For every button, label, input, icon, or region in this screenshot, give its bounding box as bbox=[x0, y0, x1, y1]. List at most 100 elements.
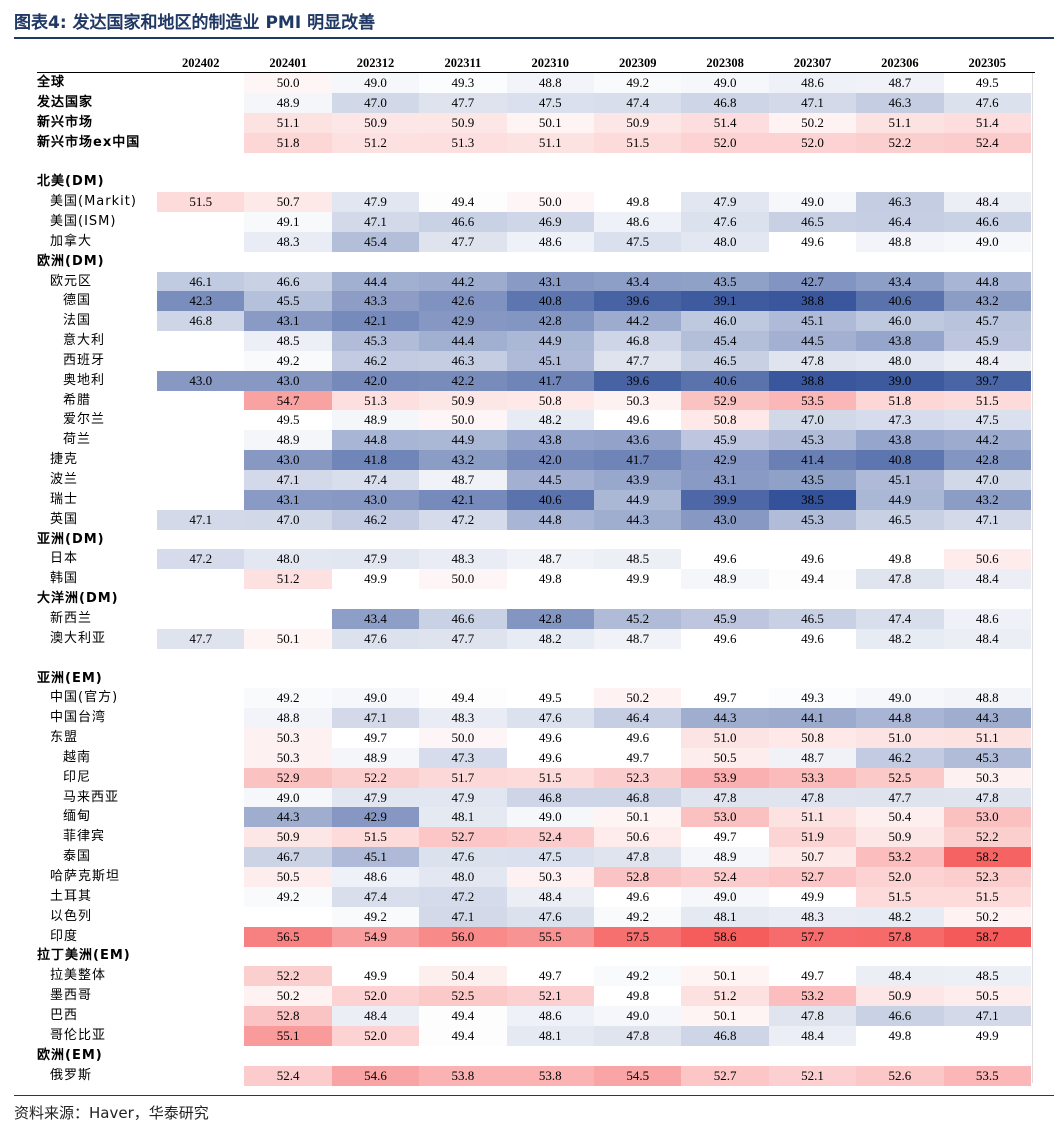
row-label: 发达国家 bbox=[37, 94, 94, 110]
heatmap-cell: 49.9 bbox=[594, 569, 682, 590]
heatmap-cell: 44.9 bbox=[856, 489, 944, 510]
heatmap-cell: 48.1 bbox=[419, 807, 507, 828]
heatmap-cell: 49.6 bbox=[594, 410, 682, 431]
heatmap-cell: 48.3 bbox=[419, 708, 507, 729]
bottom-rule bbox=[14, 1095, 1054, 1096]
heatmap-cell: 50.8 bbox=[506, 390, 594, 411]
heatmap-cell: 43.6 bbox=[594, 430, 682, 451]
heatmap-cell: 49.8 bbox=[594, 986, 682, 1007]
heatmap-cell: 43.3 bbox=[331, 291, 420, 312]
heatmap-cell: 45.3 bbox=[943, 747, 1031, 768]
heatmap-cell: 49.0 bbox=[594, 1005, 682, 1026]
row-label: 新兴市场 bbox=[37, 114, 94, 130]
heatmap-cell: 49.6 bbox=[594, 886, 682, 907]
heatmap-cell: 43.4 bbox=[331, 608, 420, 629]
heatmap-cell: 48.4 bbox=[768, 1025, 857, 1046]
heatmap-cell: 49.0 bbox=[331, 73, 420, 93]
heatmap-cell: 50.3 bbox=[943, 767, 1031, 788]
heatmap-cell: 41.7 bbox=[506, 370, 594, 391]
heatmap-cell: 48.2 bbox=[856, 906, 944, 927]
heatmap-cell: 43.2 bbox=[943, 489, 1031, 510]
heatmap-cell: 43.0 bbox=[681, 509, 769, 530]
heatmap-cell: 44.5 bbox=[506, 470, 594, 490]
figure-title: 图表4: 发达国家和地区的制造业 PMI 明显改善 bbox=[14, 13, 376, 33]
heatmap-cell: 51.2 bbox=[331, 132, 420, 153]
heatmap-cell: 42.9 bbox=[331, 807, 420, 828]
column-header: 202401 bbox=[269, 56, 307, 70]
row-label: 亚洲(DM) bbox=[37, 531, 105, 547]
heatmap-cell: 56.0 bbox=[419, 926, 507, 947]
heatmap-cell: 52.2 bbox=[244, 966, 332, 987]
heatmap-cell: 47.4 bbox=[594, 92, 682, 113]
heatmap-cell: 42.8 bbox=[506, 311, 594, 332]
heatmap-cell: 49.6 bbox=[506, 728, 594, 749]
heatmap-cell: 50.1 bbox=[506, 112, 594, 133]
heatmap-cell: 48.4 bbox=[943, 628, 1031, 649]
heatmap-cell: 48.5 bbox=[244, 331, 332, 352]
heatmap-cell: 46.3 bbox=[856, 92, 944, 113]
heatmap-cell: 49.3 bbox=[768, 688, 857, 709]
heatmap-cell: 51.5 bbox=[943, 886, 1031, 907]
row-label: 缅甸 bbox=[63, 809, 92, 825]
heatmap-cell: 41.7 bbox=[594, 450, 682, 471]
heatmap-cell: 53.9 bbox=[681, 767, 769, 788]
heatmap-cell: 44.4 bbox=[331, 271, 420, 292]
heatmap-cell: 58.7 bbox=[943, 926, 1031, 947]
heatmap-cell: 48.8 bbox=[856, 231, 944, 252]
heatmap-cell: 49.0 bbox=[768, 192, 857, 213]
heatmap-cell: 52.9 bbox=[681, 390, 769, 411]
heatmap-cell: 46.2 bbox=[331, 509, 420, 530]
heatmap-cell: 44.3 bbox=[244, 807, 332, 828]
heatmap-cell: 49.8 bbox=[856, 1025, 944, 1046]
heatmap-cell: 47.2 bbox=[157, 549, 245, 570]
heatmap-cell: 46.5 bbox=[856, 509, 944, 530]
heatmap-cell: 49.6 bbox=[506, 747, 594, 768]
heatmap-cell: 38.8 bbox=[768, 291, 857, 312]
heatmap-cell: 48.7 bbox=[594, 628, 682, 649]
row-label: 哈萨克斯坦 bbox=[50, 869, 121, 884]
heatmap-cell: 47.0 bbox=[943, 470, 1031, 490]
heatmap-cell: 47.3 bbox=[856, 410, 944, 431]
heatmap-cell: 50.9 bbox=[856, 986, 944, 1007]
heatmap-cell: 51.1 bbox=[244, 112, 332, 133]
heatmap-cell: 48.7 bbox=[856, 73, 944, 93]
column-header: 202307 bbox=[793, 56, 832, 70]
row-label: 意大利 bbox=[63, 333, 106, 349]
heatmap-cell: 48.6 bbox=[506, 231, 594, 252]
heatmap-cell: 47.9 bbox=[331, 192, 420, 213]
row-label: 日本 bbox=[50, 551, 79, 567]
heatmap-cell: 53.8 bbox=[419, 1065, 507, 1086]
heatmap-cell: 50.4 bbox=[419, 966, 507, 987]
heatmap-cell: 40.6 bbox=[506, 489, 594, 510]
heatmap-cell: 47.2 bbox=[419, 509, 507, 530]
heatmap-cell: 46.5 bbox=[768, 608, 857, 629]
row-label: 荷兰 bbox=[63, 432, 92, 448]
heatmap-cell: 47.5 bbox=[594, 231, 682, 252]
heatmap-cell: 50.5 bbox=[244, 867, 332, 887]
heatmap-cell: 44.5 bbox=[768, 331, 857, 352]
row-label: 泰国 bbox=[63, 849, 92, 865]
heatmap-cell: 47.7 bbox=[419, 92, 507, 113]
row-label: 韩国 bbox=[50, 571, 79, 587]
title-rule bbox=[14, 37, 1054, 39]
heatmap-cell: 52.0 bbox=[681, 132, 769, 153]
heatmap-cell: 48.7 bbox=[419, 470, 507, 490]
row-label: 墨西哥 bbox=[50, 988, 93, 1004]
row-label: 爱尔兰 bbox=[63, 412, 106, 428]
heatmap-cell: 49.0 bbox=[331, 688, 420, 709]
heatmap-cell: 50.8 bbox=[768, 728, 857, 749]
heatmap-cell: 48.5 bbox=[943, 966, 1031, 987]
heatmap-cell: 49.0 bbox=[244, 787, 332, 808]
heatmap-cell: 40.6 bbox=[681, 370, 769, 391]
heatmap-cell: 53.3 bbox=[768, 767, 857, 788]
heatmap-cell: 52.9 bbox=[244, 767, 332, 788]
heatmap-cell: 48.0 bbox=[419, 867, 507, 887]
heatmap-cell: 51.5 bbox=[856, 886, 944, 907]
heatmap-cell: 51.2 bbox=[681, 986, 769, 1007]
heatmap-cell: 52.4 bbox=[943, 132, 1031, 153]
heatmap-cell: 52.2 bbox=[331, 767, 420, 788]
heatmap-cell: 48.4 bbox=[331, 1005, 420, 1026]
row-label: 美国(Markit) bbox=[50, 194, 137, 210]
heatmap-cell: 48.9 bbox=[331, 410, 420, 431]
heatmap-cell: 46.6 bbox=[419, 608, 507, 629]
